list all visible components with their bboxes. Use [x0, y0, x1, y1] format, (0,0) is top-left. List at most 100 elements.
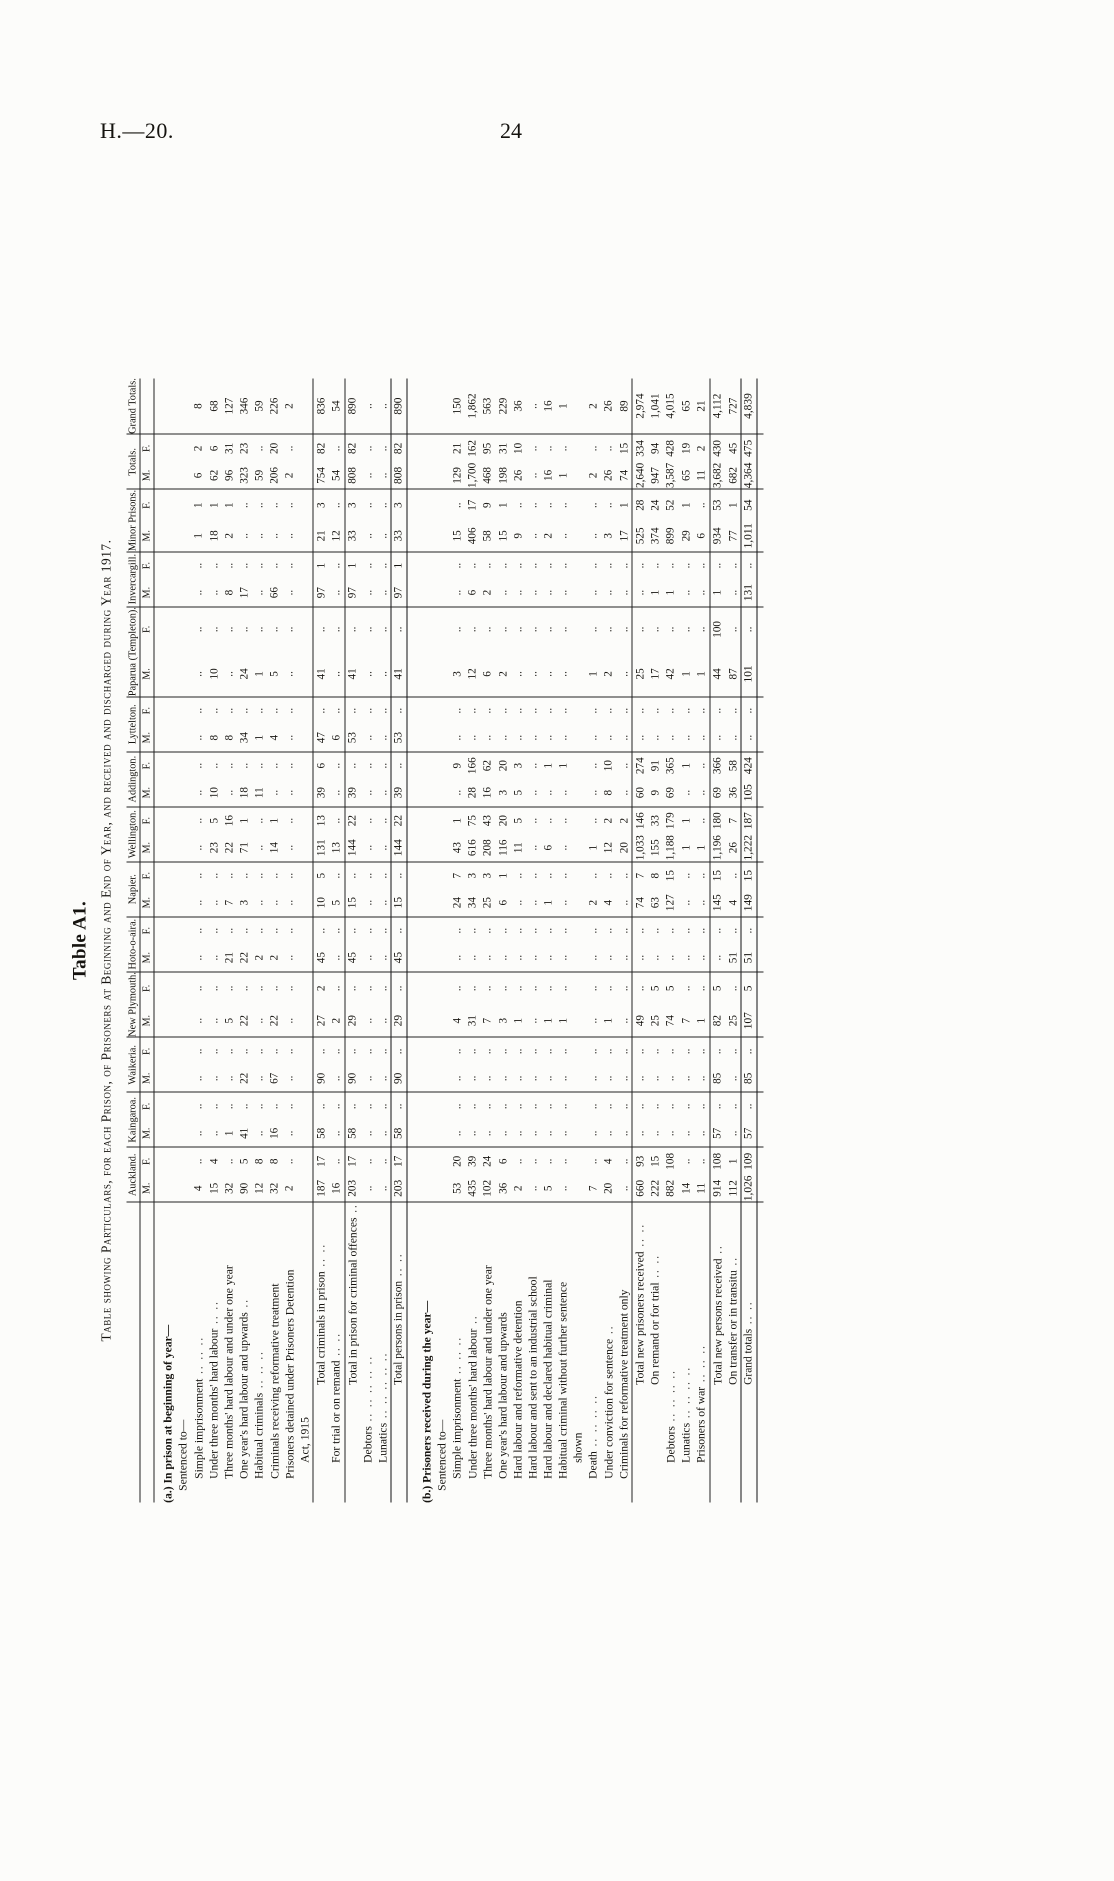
data-cell: .. [283, 985, 296, 992]
spacer-cell [756, 889, 764, 917]
data-cell: .. [727, 927, 740, 934]
leader-dots: .. .. .. [253, 1350, 266, 1393]
spacer-cell [756, 520, 764, 552]
spacer-cell [756, 1119, 764, 1148]
data-cell: .. [360, 651, 376, 697]
data-cell: 66 [267, 579, 283, 607]
data-cell: 1,011 [741, 520, 757, 552]
data-cell: .. [283, 1103, 296, 1110]
data-cell: 129 [449, 461, 466, 490]
data-cell [571, 807, 586, 835]
empty-cell [413, 1004, 435, 1038]
data-cell: .. [527, 626, 540, 633]
data-cell: .. [192, 872, 205, 879]
data-cell: 36 [725, 779, 742, 807]
row-label: Lunatics .. .. .. .. [678, 1202, 694, 1503]
table-row: For trial or on remand .. .. 16..........… [328, 378, 345, 1503]
empty-cell [154, 489, 176, 520]
empty-cell [414, 1092, 435, 1120]
data-cell: 203 [344, 1174, 361, 1203]
data-cell: 94 [649, 442, 662, 454]
data-cell: .. [283, 1048, 296, 1055]
sex-column-header: F. [140, 606, 155, 652]
data-cell: 108 [664, 1152, 677, 1170]
empty-cell [154, 972, 176, 1005]
data-cell: .. [693, 724, 710, 752]
data-cell: .. [208, 985, 221, 992]
data-cell: 18 [236, 779, 252, 807]
leader-dots: .. .. .. [451, 1335, 464, 1379]
data-cell: 19 [680, 442, 693, 454]
data-cell: .. [223, 562, 236, 569]
data-cell: 57 [741, 1119, 757, 1148]
data-cell [570, 461, 586, 490]
data-cell: 1,041 [647, 378, 664, 435]
data-cell: 24 [649, 499, 662, 511]
data-cell: .. [557, 445, 570, 452]
data-cell: .. [377, 985, 390, 992]
row-label: On remand or for trial .. .. [647, 1202, 664, 1503]
data-cell [570, 1064, 586, 1093]
data-cell: 31 [465, 1004, 481, 1038]
empty-cell [414, 1037, 435, 1065]
data-cell: .. [525, 520, 541, 552]
data-cell: .. [527, 762, 540, 769]
data-cell: 27 [312, 1004, 329, 1038]
data-cell: .. [312, 696, 329, 725]
sex-column-header: M. [140, 461, 155, 490]
spacer-cell [757, 697, 764, 725]
data-cell [297, 1092, 313, 1120]
data-cell: 54 [328, 461, 345, 490]
data-cell: .. [208, 872, 221, 879]
data-cell: .. [191, 724, 207, 752]
data-cell: .. [542, 1048, 555, 1055]
empty-cell [176, 1092, 191, 1120]
row-label: Criminals for reformative treatment only [616, 1202, 633, 1503]
data-cell: .. [268, 762, 281, 769]
data-cell: .. [191, 1004, 207, 1038]
row-label-header [126, 1202, 141, 1503]
empty-cell [413, 779, 435, 807]
data-cell: .. [709, 724, 726, 752]
data-cell: .. [282, 520, 298, 552]
data-cell: 8 [601, 779, 617, 807]
data-cell [297, 489, 313, 520]
sex-column-header: F. [140, 1092, 155, 1120]
data-cell: .. [362, 1158, 375, 1165]
data-cell: .. [375, 579, 392, 607]
section-subheading-row: Sentenced to— [175, 378, 191, 1503]
data-cell: .. [495, 579, 511, 607]
data-cell: .. [330, 762, 343, 769]
data-cell: .. [391, 1092, 408, 1120]
empty-cell [413, 378, 435, 435]
data-cell: 42 [663, 651, 679, 697]
data-cell: .. [587, 927, 600, 934]
prison-column-header: Waikeria. [126, 1037, 141, 1093]
data-cell: .. [375, 378, 392, 435]
table-row: Under three months' hard labour .. .. 15 4… [206, 378, 222, 1503]
data-cell: 1 [680, 762, 693, 769]
data-cell: 51 [741, 944, 757, 972]
data-cell: .. [527, 707, 540, 714]
data-cell: 53 [449, 1174, 466, 1203]
row-label: Total new prisoners received .. .. [632, 1202, 648, 1503]
row-label: shown [570, 1202, 586, 1503]
empty-cell [434, 1004, 450, 1038]
empty-cell [434, 724, 450, 752]
data-cell [297, 434, 313, 462]
data-cell: .. [695, 1048, 708, 1055]
data-cell: .. [510, 579, 526, 607]
leader-dots: .. .. [392, 1252, 405, 1281]
data-cell: .. [527, 1103, 540, 1110]
data-cell: .. [466, 562, 479, 569]
data-cell: 21 [221, 944, 237, 972]
data-cell [570, 944, 586, 972]
data-cell: .. [330, 626, 343, 633]
data-cell: 6 [191, 461, 207, 490]
row-label: Total in prison for criminal offences .. [344, 1202, 361, 1503]
data-cell: .. [587, 562, 600, 569]
data-cell [297, 752, 313, 780]
spacer-cell [756, 579, 764, 607]
table-row: Habitual criminals .. .. .. 12 8..........… [251, 378, 268, 1503]
data-cell: .. [208, 1048, 221, 1055]
